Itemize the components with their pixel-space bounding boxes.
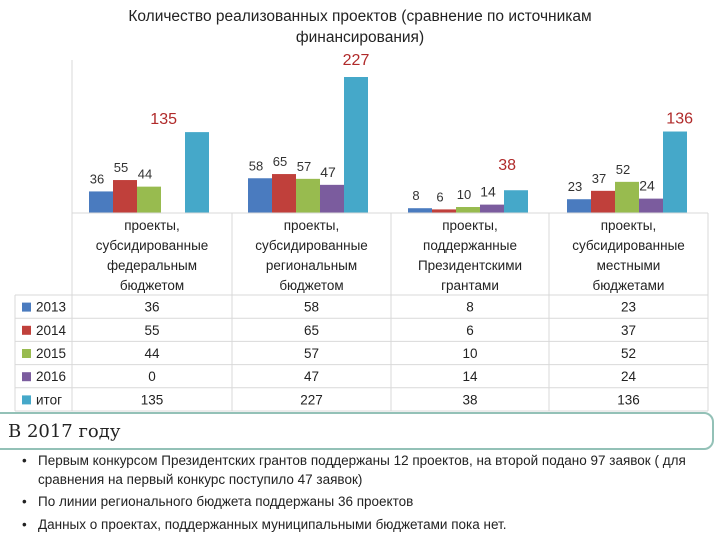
category-label: проекты, поддержанные Президентскими гранта… bbox=[418, 218, 522, 293]
bar bbox=[185, 132, 209, 213]
table-value: 44 bbox=[144, 346, 160, 361]
bullet-item: Данных о проектах, поддержанных муниципа… bbox=[22, 516, 712, 535]
data-label: 135 bbox=[150, 111, 177, 128]
table-value: 14 bbox=[462, 369, 478, 384]
bar bbox=[504, 190, 528, 213]
table-value: 136 bbox=[617, 392, 640, 407]
data-label: 136 bbox=[666, 111, 693, 128]
data-label: 10 bbox=[457, 187, 471, 202]
summary-title: В 2017 году bbox=[8, 421, 121, 442]
table-value: 37 bbox=[621, 323, 636, 338]
bar bbox=[344, 77, 368, 213]
bar bbox=[567, 199, 591, 213]
data-label: 65 bbox=[273, 154, 287, 169]
legend-swatch bbox=[22, 349, 31, 358]
bar bbox=[480, 204, 504, 213]
bar bbox=[615, 181, 639, 213]
legend-label: итог bbox=[36, 392, 62, 407]
legend-label: 2015 bbox=[36, 346, 66, 361]
data-label: 23 bbox=[568, 179, 582, 194]
legend-swatch bbox=[22, 395, 31, 405]
data-label: 57 bbox=[297, 159, 311, 174]
summary-box: В 2017 году bbox=[0, 412, 714, 450]
bar bbox=[456, 207, 480, 213]
data-label: 36 bbox=[90, 171, 104, 186]
data-label: 58 bbox=[249, 158, 263, 173]
bar bbox=[639, 198, 663, 213]
table-value: 55 bbox=[144, 323, 159, 338]
table-value: 47 bbox=[304, 369, 319, 384]
bullet-item: Первым конкурсом Президентских грантов п… bbox=[22, 452, 712, 489]
data-table: проекты, субсидированные федеральным бюджет… bbox=[14, 212, 709, 412]
legend-label: 2013 bbox=[36, 300, 66, 315]
legend-swatch bbox=[22, 302, 31, 312]
bar bbox=[663, 131, 687, 213]
data-label: 44 bbox=[138, 167, 152, 182]
bar bbox=[137, 186, 161, 213]
table-value: 38 bbox=[462, 392, 477, 407]
table-value: 57 bbox=[304, 346, 319, 361]
table-value: 227 bbox=[300, 392, 323, 407]
bar bbox=[113, 180, 137, 213]
category-label: проекты, субсидированные федеральным бюджет… bbox=[96, 218, 209, 293]
table-value: 0 bbox=[148, 369, 156, 384]
table-value: 23 bbox=[621, 300, 636, 315]
data-label: 47 bbox=[320, 164, 336, 180]
data-label: 14 bbox=[480, 184, 496, 200]
table-value: 8 bbox=[466, 300, 474, 315]
legend-label: 2014 bbox=[36, 323, 67, 338]
table-value: 58 bbox=[304, 300, 319, 315]
bar bbox=[591, 190, 615, 213]
legend-swatch bbox=[22, 372, 31, 382]
bar bbox=[320, 184, 344, 213]
data-label: 8 bbox=[412, 188, 419, 203]
bar bbox=[296, 178, 320, 213]
bar bbox=[408, 208, 432, 213]
bar bbox=[89, 191, 113, 213]
table-value: 65 bbox=[304, 323, 319, 338]
data-label: 6 bbox=[436, 189, 443, 204]
data-label: 55 bbox=[114, 160, 128, 175]
legend-swatch bbox=[22, 325, 31, 335]
category-label: проекты, субсидированные местными бюджетами bbox=[572, 218, 685, 293]
table-value: 10 bbox=[462, 346, 477, 361]
table-value: 52 bbox=[621, 346, 636, 361]
legend-label: 2016 bbox=[36, 369, 66, 384]
chart-title: Количество реализованных проектов (сравн… bbox=[128, 8, 592, 46]
category-label: проекты, субсидированные региональным бюдже… bbox=[255, 218, 368, 293]
bullet-item: По линии регионального бюджета поддержан… bbox=[22, 493, 712, 512]
table-value: 135 bbox=[141, 392, 164, 407]
table-value: 36 bbox=[144, 300, 159, 315]
bar bbox=[248, 178, 272, 213]
summary-bullets: Первым конкурсом Президентских грантов п… bbox=[22, 452, 712, 538]
bar bbox=[432, 209, 456, 213]
plot-area: 36 58 8 23 55 65 6 37 44 57 10 52 47 14 24 135 227 38 136 bbox=[71, 52, 693, 213]
table-value: 24 bbox=[621, 369, 637, 384]
data-label: 37 bbox=[592, 171, 606, 186]
data-label: 38 bbox=[498, 157, 516, 174]
data-label: 227 bbox=[343, 52, 370, 69]
data-label: 24 bbox=[639, 178, 655, 194]
bar bbox=[272, 174, 296, 213]
table-value: 6 bbox=[466, 323, 474, 338]
data-label: 52 bbox=[616, 162, 630, 177]
